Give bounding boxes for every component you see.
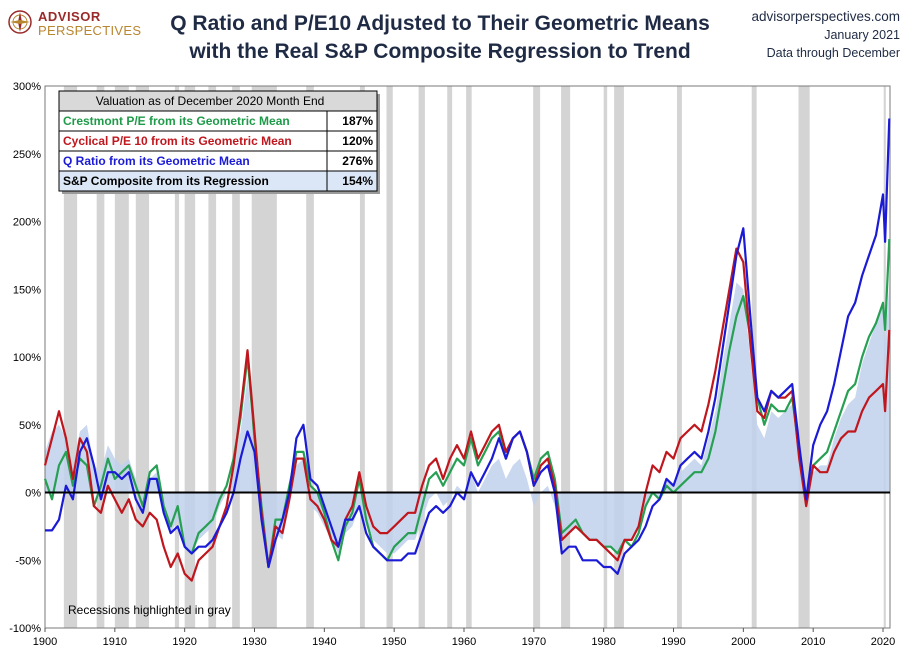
recession-band [418, 86, 425, 628]
recession-band [561, 86, 571, 628]
recession-band [232, 86, 240, 628]
table-row-label: Cyclical P/E 10 from its Geometric Mean [63, 134, 292, 148]
brand-line1: ADVISOR [38, 9, 101, 24]
y-tick-label: 300% [13, 81, 41, 93]
table-row-value: 276% [342, 154, 373, 168]
recession-band [614, 86, 624, 628]
plot-border [44, 85, 891, 629]
series-line-qratio [45, 118, 891, 575]
recession-band [677, 86, 682, 628]
chart-title-line1: Q Ratio and P/E10 Adjusted to Their Geom… [170, 12, 710, 35]
recession-band [466, 86, 472, 628]
recession-band [359, 86, 365, 628]
recession-band [184, 86, 196, 628]
x-tick-label: 1910 [103, 636, 127, 648]
y-tick-label: -100% [9, 623, 41, 635]
table-row-value: 120% [342, 134, 373, 148]
recession-band [208, 86, 217, 628]
x-tick-label: 1980 [591, 636, 615, 648]
table-header: Valuation as of December 2020 Month End [96, 94, 325, 108]
axes: 300% 250% 200% 150% 100% 50% 0% -50% -100%1900 19… [9, 81, 895, 648]
table-row-value: 187% [342, 114, 373, 128]
y-tick-label: 250% [13, 149, 41, 161]
y-tick-label: 150% [13, 284, 41, 296]
recession-band [533, 86, 541, 628]
brand-line2: PERSPECTIVES [38, 23, 142, 38]
sp-composite-area [45, 282, 890, 567]
chart-title-line2: with the Real S&P Composite Regression t… [189, 40, 691, 63]
x-tick-label: 1920 [172, 636, 196, 648]
table-value-cell [326, 170, 378, 192]
advisor-perspectives-logo: ADVISOR PERSPECTIVES [8, 8, 142, 38]
source-site: advisorperspectives.com [751, 9, 900, 24]
x-tick-label: 2010 [801, 636, 825, 648]
x-tick-label: 1940 [312, 636, 336, 648]
source-date: January 2021 [824, 28, 900, 42]
y-tick-label: 100% [13, 352, 41, 364]
series-sp-composite [45, 282, 890, 567]
table-row-label: S&P Composite from its Regression [63, 174, 269, 188]
x-tick-label: 1970 [522, 636, 546, 648]
x-tick-label: 1950 [382, 636, 406, 648]
recession-band [174, 86, 180, 628]
table-row-label: Crestmont P/E from its Geometric Mean [63, 114, 290, 128]
y-tick-label: 0% [25, 488, 41, 500]
x-tick-label: 2000 [731, 636, 755, 648]
table-row-label: Q Ratio from its Geometric Mean [63, 154, 250, 168]
recession-band [603, 86, 608, 628]
y-tick-label: 50% [19, 420, 41, 432]
y-tick-label: 200% [13, 217, 41, 229]
recession-band [96, 86, 105, 628]
x-tick-label: 1960 [452, 636, 476, 648]
x-tick-label: 1900 [33, 636, 57, 648]
chart-title: Q Ratio and P/E10 Adjusted to Their Geom… [150, 10, 730, 66]
x-tick-label: 1990 [661, 636, 685, 648]
plot-frame [44, 85, 891, 629]
recession-band [306, 86, 314, 628]
recession-band [386, 86, 393, 628]
recession-band [447, 86, 453, 628]
valuation-table: Valuation as of December 2020 Month End C… [58, 90, 380, 194]
x-tick-label: 1930 [242, 636, 266, 648]
x-tick-label: 2020 [871, 636, 895, 648]
y-tick-label: -50% [15, 555, 41, 567]
series-line-pe10 [43, 247, 891, 582]
data-through: Data through December [766, 46, 900, 60]
series-lines [43, 118, 891, 582]
source-info: advisorperspectives.com January 2021 Dat… [751, 8, 900, 62]
table-row-value: 154% [342, 174, 373, 188]
recession-note: Recessions highlighted in gray [68, 603, 231, 617]
recession-band [798, 86, 810, 628]
compass-logo-icon [8, 10, 32, 34]
